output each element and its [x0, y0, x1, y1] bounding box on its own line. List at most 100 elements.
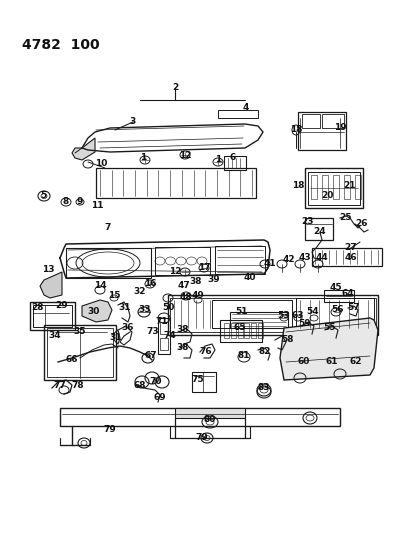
Bar	[296, 298, 374, 330]
Text: 3: 3	[130, 117, 136, 126]
Text: 31: 31	[110, 334, 122, 343]
Text: 44: 44	[316, 254, 328, 262]
Bar	[218, 110, 258, 118]
Bar	[305, 218, 333, 240]
Bar	[308, 172, 360, 205]
Text: 68: 68	[134, 381, 146, 390]
Text: 64: 64	[341, 289, 354, 298]
Text: 73: 73	[147, 327, 159, 336]
Text: 38: 38	[190, 278, 202, 287]
Text: 16: 16	[144, 279, 156, 287]
Text: 36: 36	[122, 324, 134, 333]
Text: 19: 19	[334, 124, 346, 133]
Bar	[155, 247, 210, 275]
Bar	[215, 246, 265, 274]
Text: 12: 12	[169, 268, 181, 277]
Polygon shape	[40, 272, 62, 298]
Text: 4: 4	[243, 103, 249, 112]
Bar	[66, 248, 151, 278]
Text: 56: 56	[331, 305, 343, 314]
Bar	[298, 112, 346, 150]
Text: 71: 71	[156, 318, 169, 327]
Text: 40: 40	[244, 273, 256, 282]
Text: 10: 10	[95, 158, 107, 167]
Text: 6: 6	[230, 154, 236, 163]
Text: 38: 38	[177, 326, 189, 335]
Text: 13: 13	[42, 265, 54, 274]
Bar	[33, 305, 72, 327]
Text: 59: 59	[299, 319, 311, 328]
Text: 50: 50	[162, 303, 174, 312]
Text: 20: 20	[321, 191, 333, 200]
Text: 29: 29	[55, 301, 68, 310]
Bar	[170, 298, 376, 332]
Text: 48: 48	[180, 294, 192, 303]
Bar	[96, 168, 256, 198]
Text: 57: 57	[348, 303, 360, 312]
Text: 1: 1	[140, 154, 146, 163]
Text: 67: 67	[145, 351, 157, 359]
Text: 35: 35	[74, 327, 86, 336]
Bar	[251, 323, 256, 338]
Bar	[60, 408, 340, 426]
Polygon shape	[82, 300, 112, 322]
Text: 79: 79	[104, 425, 116, 434]
Text: 55: 55	[324, 324, 336, 333]
Text: 17: 17	[198, 263, 210, 272]
Bar	[311, 175, 317, 199]
Bar	[355, 175, 361, 199]
Bar	[224, 156, 246, 170]
Bar	[158, 318, 170, 354]
Text: 63: 63	[292, 311, 304, 319]
Text: 61: 61	[326, 358, 338, 367]
Text: 32: 32	[134, 287, 146, 296]
Text: 49: 49	[192, 292, 204, 301]
Bar	[192, 372, 216, 392]
Bar	[30, 302, 75, 330]
Bar	[302, 114, 320, 128]
Text: 47: 47	[177, 280, 191, 289]
Text: 2: 2	[172, 84, 178, 93]
Text: 5: 5	[40, 191, 46, 200]
Bar	[322, 175, 328, 199]
Text: 21: 21	[343, 182, 355, 190]
Text: 30: 30	[88, 308, 100, 317]
Text: 18: 18	[292, 181, 304, 190]
Text: 65: 65	[234, 324, 246, 333]
Text: 76: 76	[200, 348, 212, 357]
Bar	[312, 248, 382, 266]
Bar	[160, 322, 168, 334]
Text: 82: 82	[259, 348, 271, 357]
Bar	[47, 328, 113, 377]
Bar	[324, 290, 354, 302]
Text: 74: 74	[164, 330, 176, 340]
Bar	[231, 323, 236, 338]
Text: 25: 25	[340, 214, 352, 222]
Text: 4782  100: 4782 100	[22, 38, 100, 52]
Bar	[220, 320, 262, 342]
Text: 15: 15	[108, 290, 120, 300]
Bar	[237, 323, 243, 338]
Text: 46: 46	[345, 254, 357, 262]
Text: 77: 77	[53, 381, 67, 390]
Text: 33: 33	[139, 305, 151, 314]
Text: 70: 70	[150, 377, 162, 386]
Text: 58: 58	[282, 335, 294, 344]
Bar	[168, 295, 378, 335]
Text: 11: 11	[91, 200, 103, 209]
Bar	[333, 175, 339, 199]
Bar	[175, 408, 245, 418]
Bar	[230, 312, 288, 328]
Bar	[44, 325, 116, 380]
Bar	[322, 114, 344, 128]
Text: 24: 24	[314, 228, 326, 237]
Text: 28: 28	[31, 303, 43, 312]
Text: 45: 45	[330, 284, 342, 293]
Text: 26: 26	[356, 220, 368, 229]
Text: 80: 80	[204, 416, 216, 424]
Bar	[160, 338, 168, 350]
Text: 60: 60	[298, 358, 310, 367]
Text: 62: 62	[350, 358, 362, 367]
Text: 53: 53	[278, 311, 290, 319]
Text: 9: 9	[77, 198, 83, 206]
